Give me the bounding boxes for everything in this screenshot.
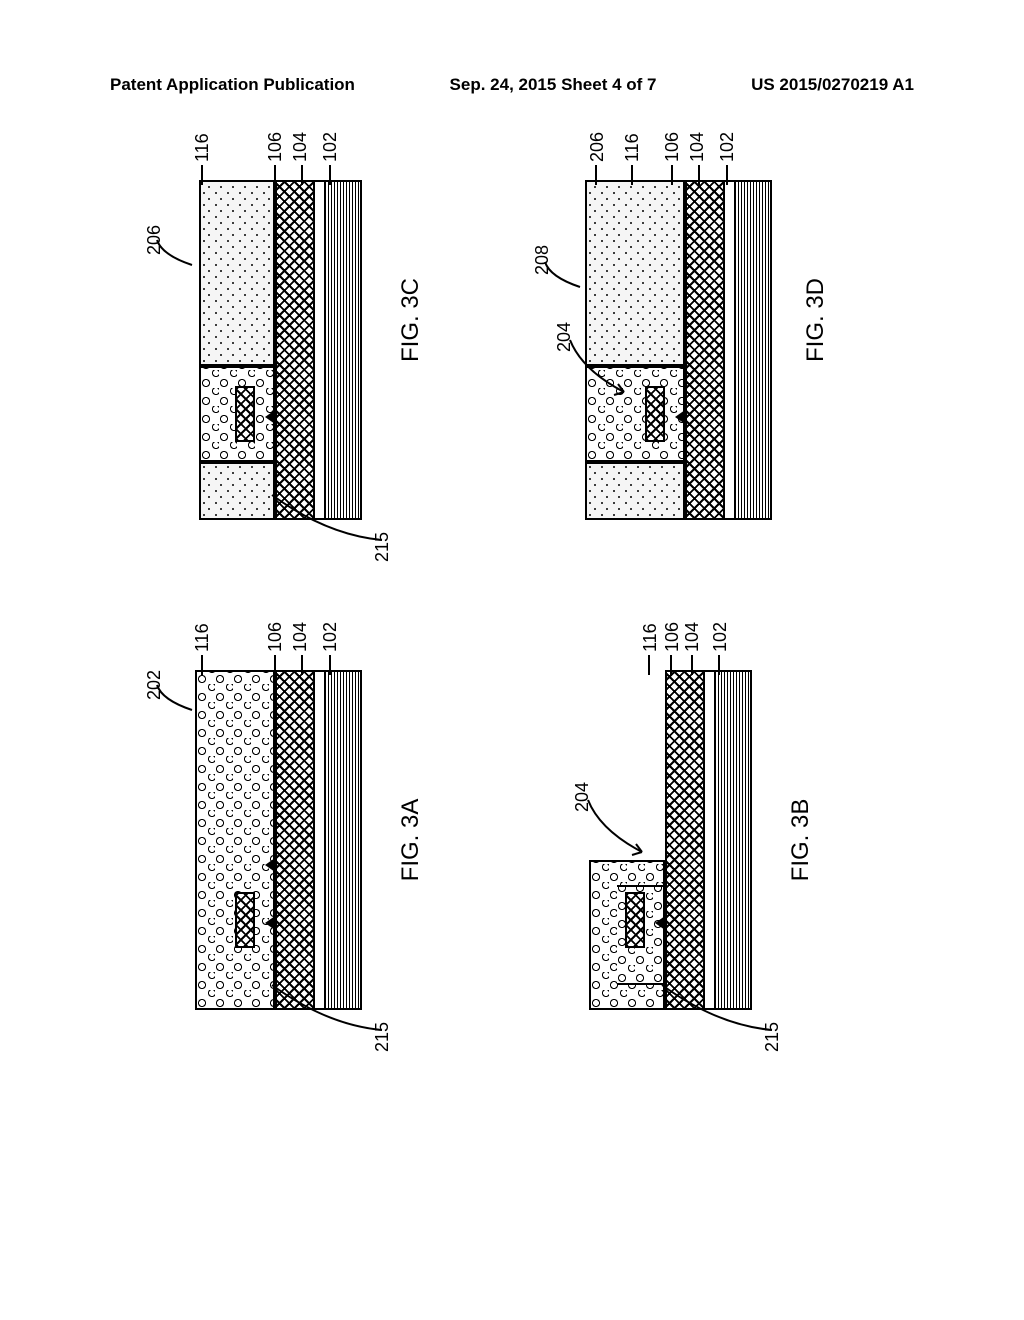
- notch: [235, 892, 255, 948]
- tri-marker: [265, 410, 275, 424]
- lead-lines-right: [190, 155, 350, 185]
- stack-3a: [172, 670, 362, 1010]
- layer-206-left: [585, 462, 685, 520]
- lead-lines-right: [584, 155, 749, 185]
- figure-3b: 116 106 104 102 204 215 FIG. 3B: [562, 610, 752, 1070]
- layer-206-right: [199, 180, 275, 366]
- layer-116: [195, 670, 275, 1010]
- arrow-204: [562, 320, 642, 400]
- layer-106: [685, 180, 725, 520]
- notch: [235, 386, 255, 442]
- notch: [625, 892, 645, 948]
- tri-marker: [265, 858, 275, 872]
- tri-marker: [675, 410, 685, 424]
- layer-102: [324, 180, 362, 520]
- layer-206-left: [199, 462, 275, 520]
- figure-3a: 116 106 104 102 202 215 FIG. 3A: [172, 610, 362, 1070]
- layer-104: [315, 670, 324, 1010]
- tri-marker: [265, 916, 275, 930]
- layer-106: [275, 670, 315, 1010]
- figure-sheet: 116 106 104 102 202 215 FIG. 3A: [102, 70, 922, 1070]
- layer-102: [734, 180, 772, 520]
- figure-3c: 116 106 104 102 206 215 FIG. 3C: [172, 90, 362, 550]
- lead-215: [267, 975, 387, 1035]
- layer-104: [315, 180, 324, 520]
- layer-106: [665, 670, 705, 1010]
- arrow-204: [580, 780, 660, 860]
- lead-208: [540, 252, 590, 292]
- caption-3b: FIG. 3B: [787, 799, 815, 882]
- lead-215: [657, 975, 777, 1035]
- caption-3a: FIG. 3A: [397, 799, 425, 882]
- figure-3d: 206 116 106 104 102 208 204 FIG. 3D: [562, 90, 772, 550]
- notch: [645, 386, 665, 442]
- caption-3d: FIG. 3D: [802, 278, 830, 362]
- layer-102: [714, 670, 752, 1010]
- layer-106: [275, 180, 315, 520]
- lead-lines-right: [190, 645, 350, 675]
- tri-marker: [655, 916, 665, 930]
- layer-104: [725, 180, 734, 520]
- layer-104: [705, 670, 714, 1010]
- lead-202: [152, 675, 202, 715]
- caption-3c: FIG. 3C: [397, 278, 425, 362]
- lead-215: [267, 485, 387, 545]
- layer-102: [324, 670, 362, 1010]
- lead-lines-right: [637, 645, 742, 675]
- lead-206: [152, 230, 202, 270]
